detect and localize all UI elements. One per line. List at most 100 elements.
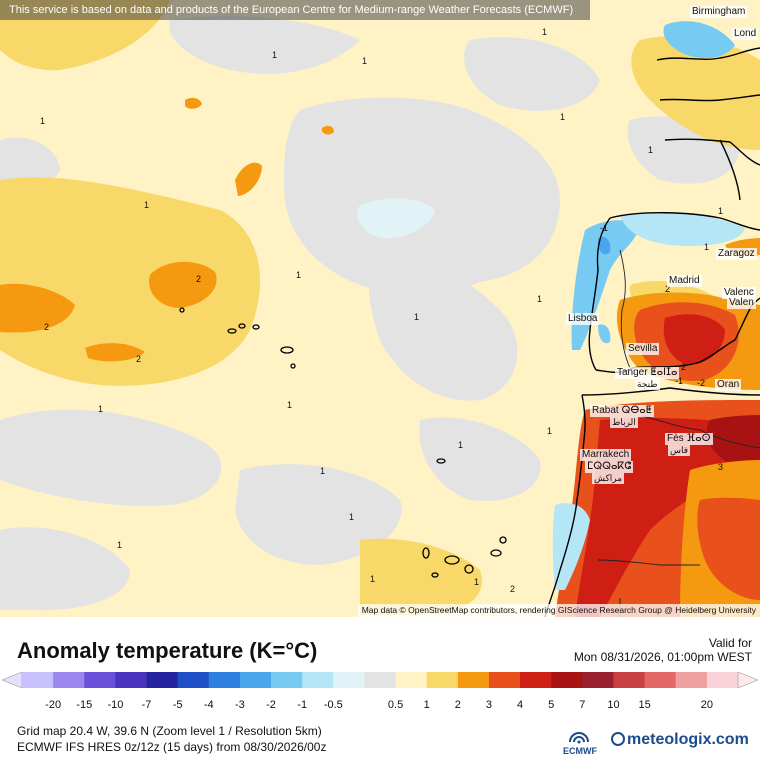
ecmwf-logo[interactable]: ECMWF <box>556 728 604 758</box>
legend-tick-label: 5 <box>548 699 554 711</box>
legend-swatch <box>364 672 397 688</box>
legend-tick-label: -4 <box>204 699 214 711</box>
city-label-marrakech-arabic: مراكش <box>592 473 625 484</box>
contour-label: 1 <box>272 50 277 60</box>
ecmwf-logo-text: ECMWF <box>563 746 597 756</box>
legend-tick-label: -5 <box>173 699 183 711</box>
contour-label: 2 <box>196 274 201 284</box>
islands <box>179 307 507 578</box>
contour-label: 1 <box>718 206 723 216</box>
meteologix-logo-icon <box>611 732 625 746</box>
contour-label: 2 <box>665 284 670 294</box>
map-attribution[interactable]: Map data © OpenStreetMap contributors, r… <box>357 604 760 617</box>
legend-tick-label: -15 <box>76 699 92 711</box>
hot-anomaly-region <box>149 261 217 308</box>
ecmwf-credit-banner: This service is based on data and produc… <box>0 0 590 20</box>
legend-tick-label: 15 <box>638 699 650 711</box>
legend-swatch <box>208 672 241 688</box>
cold-anomaly-region <box>620 212 745 247</box>
legend-swatch <box>271 672 303 688</box>
legend-swatch <box>84 672 116 688</box>
contour-label: -1 <box>600 223 608 233</box>
hot-anomaly-region <box>0 283 75 333</box>
legend-tick-label: 20 <box>701 699 713 711</box>
legend-swatch <box>146 672 179 688</box>
meteologix-brand[interactable]: meteologix.com <box>611 731 749 749</box>
cool-anomaly-region <box>357 198 435 239</box>
neutral-anomaly-region <box>283 97 560 296</box>
city-label-rabat: Rabat ⵕⴱⴰⵟ <box>590 405 654 417</box>
legend-swatch <box>115 672 148 688</box>
city-label-fes-arabic: فاس <box>668 445 691 456</box>
neutral-anomaly-region <box>169 16 360 74</box>
contour-label: -2 <box>697 378 705 388</box>
contour-label: 1 <box>560 112 565 122</box>
city-label-marrakech: Marrakech <box>580 449 632 461</box>
contour-label: 1 <box>474 577 479 587</box>
city-label-london: Lond <box>732 28 759 40</box>
contour-label: 3 <box>718 462 723 472</box>
contour-label: 1 <box>648 145 653 155</box>
legend-swatch <box>644 672 677 688</box>
legend-swatch <box>582 672 614 688</box>
city-label-rabat-arabic: الرباط <box>610 417 638 428</box>
legend-tick-label: -20 <box>45 699 61 711</box>
contour-label: 1 <box>98 404 103 414</box>
grid-info: Grid map 20.4 W, 39.6 N (Zoom level 1 / … <box>17 724 322 738</box>
contour-label: 1 <box>458 440 463 450</box>
neutral-anomaly-region <box>464 36 600 112</box>
contour-label: 1 <box>349 512 354 522</box>
neutral-anomaly-region <box>0 409 222 506</box>
neutral-anomaly-region <box>235 464 402 565</box>
legend-swatch <box>22 672 54 688</box>
contour-label: 1 <box>537 294 542 304</box>
valid-for-label: Valid for <box>708 636 752 650</box>
contour-label: 1 <box>320 466 325 476</box>
contour-label: 2 <box>136 354 141 364</box>
model-info: ECMWF IFS HRES 0z/12z (15 days) from 08/… <box>17 740 327 754</box>
legend-swatch <box>395 672 428 688</box>
hot-anomaly-region <box>235 162 262 196</box>
legend-swatch <box>426 672 459 688</box>
contour-label: 1 <box>40 116 45 126</box>
cold-anomaly-region <box>663 21 735 59</box>
map-title: Anomaly temperature (K=°C) <box>17 638 318 663</box>
city-label-marrakech-tifinagh: ⵎⵕⵕⴰⴽⵛ <box>585 461 634 473</box>
legend-tick-label: -3 <box>235 699 245 711</box>
contour-label: 1 <box>370 574 375 584</box>
city-label-birmingham: Birmingham <box>690 6 748 18</box>
contour-label: 1 <box>117 540 122 550</box>
city-label-tanger-arabic: طنجة <box>635 379 660 390</box>
contour-label: 1 <box>414 312 419 322</box>
legend-swatch <box>177 672 210 688</box>
contour-label: 1 <box>287 400 292 410</box>
legend-tick-label: -2 <box>266 699 276 711</box>
contour-label: 1 <box>144 200 149 210</box>
contour-label: 1 <box>362 56 367 66</box>
legend-arrow-right <box>737 671 759 689</box>
legend-swatch <box>675 672 708 688</box>
city-label-fes: Fès ⴼⴰⵙ <box>665 433 713 445</box>
legend-tick-label: 7 <box>579 699 585 711</box>
cold-anomaly-region <box>598 324 611 344</box>
contour-label: 2 <box>681 362 686 372</box>
temperature-anomaly-map[interactable]: 1 1 1 1 1 1 1 1 1 1 1 1 1 1 1 1 1 1 1 1 … <box>0 0 760 617</box>
hot-anomaly-region <box>185 97 202 109</box>
warm-anomaly-region <box>360 538 482 615</box>
hot-anomaly-region <box>322 125 334 135</box>
legend-tick-label: 3 <box>486 699 492 711</box>
ecmwf-emblem-icon <box>569 732 589 744</box>
city-label-valencia: Valen <box>727 297 756 309</box>
warm-anomaly-region <box>631 36 760 150</box>
legend-tick-label: -7 <box>142 699 152 711</box>
contour-label: -1 <box>675 376 683 386</box>
contour-label: 2 <box>510 584 515 594</box>
legend-swatch <box>457 672 490 688</box>
country-borders <box>597 249 760 617</box>
legend-swatch <box>520 672 552 688</box>
city-label-valencia: Valenc <box>722 287 756 299</box>
contour-label: 2 <box>44 322 49 332</box>
legend-swatch <box>613 672 646 688</box>
city-label-madrid: Madrid <box>667 275 702 287</box>
legend-swatch <box>239 672 272 688</box>
